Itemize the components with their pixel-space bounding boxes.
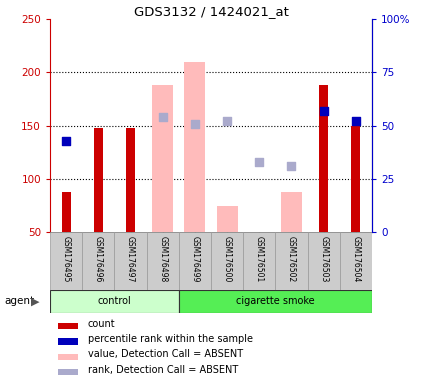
Text: percentile rank within the sample: percentile rank within the sample	[88, 334, 252, 344]
Text: GSM176502: GSM176502	[286, 236, 295, 283]
Text: GSM176498: GSM176498	[158, 236, 167, 283]
Bar	[216, 206, 237, 232]
Bar	[307, 232, 339, 290]
Bar	[57, 354, 78, 360]
Bar	[178, 290, 371, 313]
Bar	[62, 192, 70, 232]
Bar	[243, 232, 275, 290]
Bar	[351, 126, 359, 232]
Bar	[146, 232, 178, 290]
Bar	[184, 62, 205, 232]
Bar	[57, 338, 78, 344]
Text: GSM176501: GSM176501	[254, 236, 263, 283]
Bar	[57, 369, 78, 375]
Text: GSM176499: GSM176499	[190, 236, 199, 283]
Point	[159, 114, 166, 120]
Text: GSM176504: GSM176504	[351, 236, 359, 283]
Point	[352, 118, 358, 124]
Bar	[210, 232, 243, 290]
Bar	[57, 323, 78, 329]
Title: GDS3132 / 1424021_at: GDS3132 / 1424021_at	[133, 5, 288, 18]
Bar	[50, 232, 82, 290]
Bar	[94, 128, 102, 232]
Text: ▶: ▶	[31, 296, 40, 306]
Text: agent: agent	[4, 296, 34, 306]
Bar	[280, 192, 301, 232]
Text: GSM176495: GSM176495	[62, 236, 70, 283]
Bar	[178, 232, 210, 290]
Point	[319, 108, 326, 114]
Text: GSM176503: GSM176503	[319, 236, 327, 283]
Text: GSM176500: GSM176500	[222, 236, 231, 283]
Text: count: count	[88, 319, 115, 329]
Point	[287, 163, 294, 169]
Point	[191, 121, 198, 127]
Bar	[319, 85, 327, 232]
Bar	[152, 85, 173, 232]
Text: GSM176497: GSM176497	[126, 236, 135, 283]
Bar	[126, 128, 135, 232]
Text: cigarette smoke: cigarette smoke	[236, 296, 314, 306]
Text: rank, Detection Call = ABSENT: rank, Detection Call = ABSENT	[88, 365, 237, 375]
Point	[223, 118, 230, 124]
Text: GSM176496: GSM176496	[94, 236, 102, 283]
Point	[255, 159, 262, 165]
Text: value, Detection Call = ABSENT: value, Detection Call = ABSENT	[88, 349, 243, 359]
Point	[62, 137, 69, 144]
Bar	[339, 232, 371, 290]
Bar	[50, 290, 178, 313]
Bar	[114, 232, 146, 290]
Text: control: control	[97, 296, 131, 306]
Bar	[275, 232, 307, 290]
Bar	[82, 232, 114, 290]
